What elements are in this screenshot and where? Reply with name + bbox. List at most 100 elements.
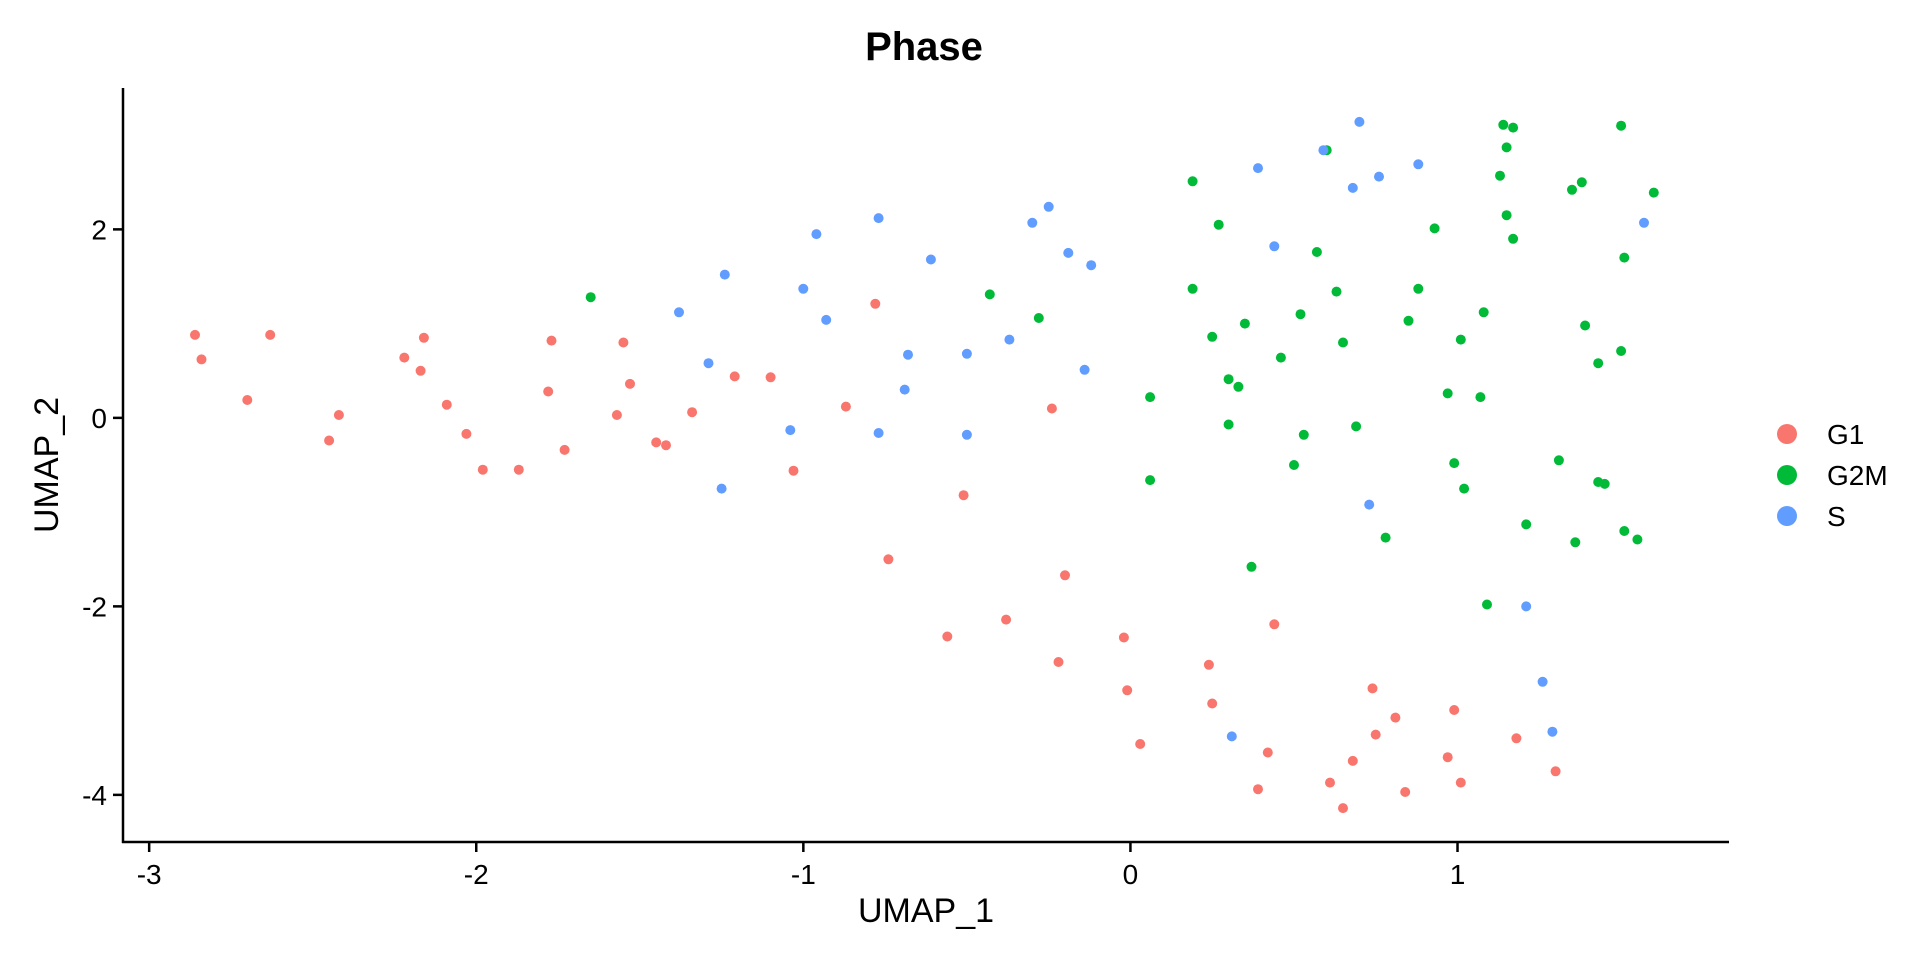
data-point-s-28 [1374,171,1384,182]
data-point-s-12 [925,254,936,265]
data-point-s-4 [785,425,796,436]
data-point-g1-32 [1053,657,1064,667]
data-point-s-14 [961,429,972,440]
data-point-g1-20 [661,440,671,451]
data-point-g1-40 [1262,747,1273,758]
chart-title: Phase [865,25,983,69]
data-point-g2m-13 [1246,561,1257,572]
legend: G1 G2M S [1777,419,1888,532]
data-point-g2m-20 [1331,286,1342,297]
y-axis-label: UMAP_2 [28,397,66,533]
data-point-g2m-18 [1311,247,1322,257]
data-point-s-15 [1004,334,1015,345]
data-point-s-25 [1347,182,1358,193]
data-point-s-2 [719,269,730,280]
data-point-g2m-0 [585,292,596,303]
legend-label-g1: G1 [1827,419,1864,450]
data-point-s-1 [703,358,714,369]
data-point-g2m-39 [1508,233,1519,244]
data-point-s-19 [1079,364,1090,375]
data-point-g1-10 [461,428,472,439]
data-point-s-10 [903,349,913,360]
data-point-g1-26 [870,298,881,309]
data-point-g1-24 [788,465,799,476]
data-point-g1-0 [190,329,200,340]
data-point-s-20 [1086,260,1097,271]
data-point-g2m-45 [1580,320,1591,331]
plot-area [190,116,1659,814]
data-point-g1-18 [625,378,635,389]
data-point-g2m-38 [1508,122,1519,133]
data-point-g1-41 [1269,619,1280,630]
x-tick-label: 0 [1123,859,1139,890]
data-point-g2m-23 [1380,532,1391,543]
data-point-s-5 [798,283,809,294]
data-point-g1-38 [1207,698,1218,709]
data-point-g2m-9 [1223,374,1234,385]
data-point-g2m-37 [1501,142,1512,153]
data-point-g2m-5 [1187,176,1198,187]
data-point-s-21 [1226,731,1237,742]
data-point-g2m-6 [1187,283,1198,294]
data-point-g2m-49 [1616,346,1627,356]
data-point-g2m-30 [1459,483,1470,494]
data-point-g1-47 [1390,712,1401,723]
data-point-g1-21 [687,407,698,418]
data-point-g2m-53 [1632,534,1643,545]
data-point-s-6 [811,229,822,240]
data-point-g1-16 [611,410,622,420]
data-point-g1-17 [618,337,629,348]
data-point-g2m-33 [1482,599,1492,610]
data-point-g1-22 [729,371,740,382]
x-tick-label: -1 [791,859,816,890]
data-point-s-8 [873,213,884,224]
data-point-g1-46 [1370,729,1381,740]
data-point-s-0 [674,307,684,318]
data-point-s-31 [1537,676,1548,687]
data-point-g1-34 [1118,632,1129,643]
data-point-s-16 [1027,217,1038,228]
y-tick-label: 0 [91,403,107,434]
data-point-g2m-51 [1619,526,1630,536]
data-point-g2m-4 [1145,475,1156,486]
data-point-s-7 [821,314,832,325]
data-point-g2m-52 [1619,252,1630,263]
data-point-g1-52 [1511,733,1522,744]
y-tick-label: -2 [82,591,107,622]
data-point-g2m-16 [1295,309,1306,320]
data-point-s-22 [1253,163,1263,174]
data-point-g2m-3 [1145,392,1156,403]
data-point-g2m-12 [1239,318,1250,329]
data-point-s-33 [1639,217,1649,228]
data-point-g1-4 [324,435,335,446]
data-point-g2m-26 [1429,223,1440,234]
legend-label-g2m: G2M [1827,460,1888,491]
x-tick-label: 1 [1450,859,1466,890]
data-point-g2m-34 [1495,170,1505,181]
data-point-g1-7 [418,332,429,343]
data-point-g1-3 [242,395,253,405]
data-point-g2m-42 [1567,184,1577,195]
legend-label-s: S [1827,501,1846,532]
data-point-g1-27 [883,554,894,565]
data-point-s-23 [1269,241,1280,252]
data-point-g2m-10 [1223,419,1234,430]
data-point-g1-42 [1325,777,1335,788]
data-point-g2m-50 [1616,120,1627,131]
legend-marker-g1 [1777,424,1797,444]
data-point-g1-29 [942,631,953,642]
data-point-g1-28 [958,490,969,501]
data-point-g2m-7 [1207,331,1218,342]
data-point-g1-37 [1203,659,1214,670]
data-point-g2m-21 [1338,337,1348,348]
y-tick-label: -4 [82,780,107,811]
data-point-s-26 [1354,116,1365,127]
data-point-g2m-27 [1442,388,1453,399]
y-axis-ticks: -4 -2 0 2 [82,214,123,811]
data-point-g1-53 [1550,766,1561,777]
data-point-g1-1 [196,354,207,365]
data-point-g1-23 [765,372,776,383]
data-point-s-17 [1043,201,1054,212]
data-point-g1-6 [399,352,410,363]
